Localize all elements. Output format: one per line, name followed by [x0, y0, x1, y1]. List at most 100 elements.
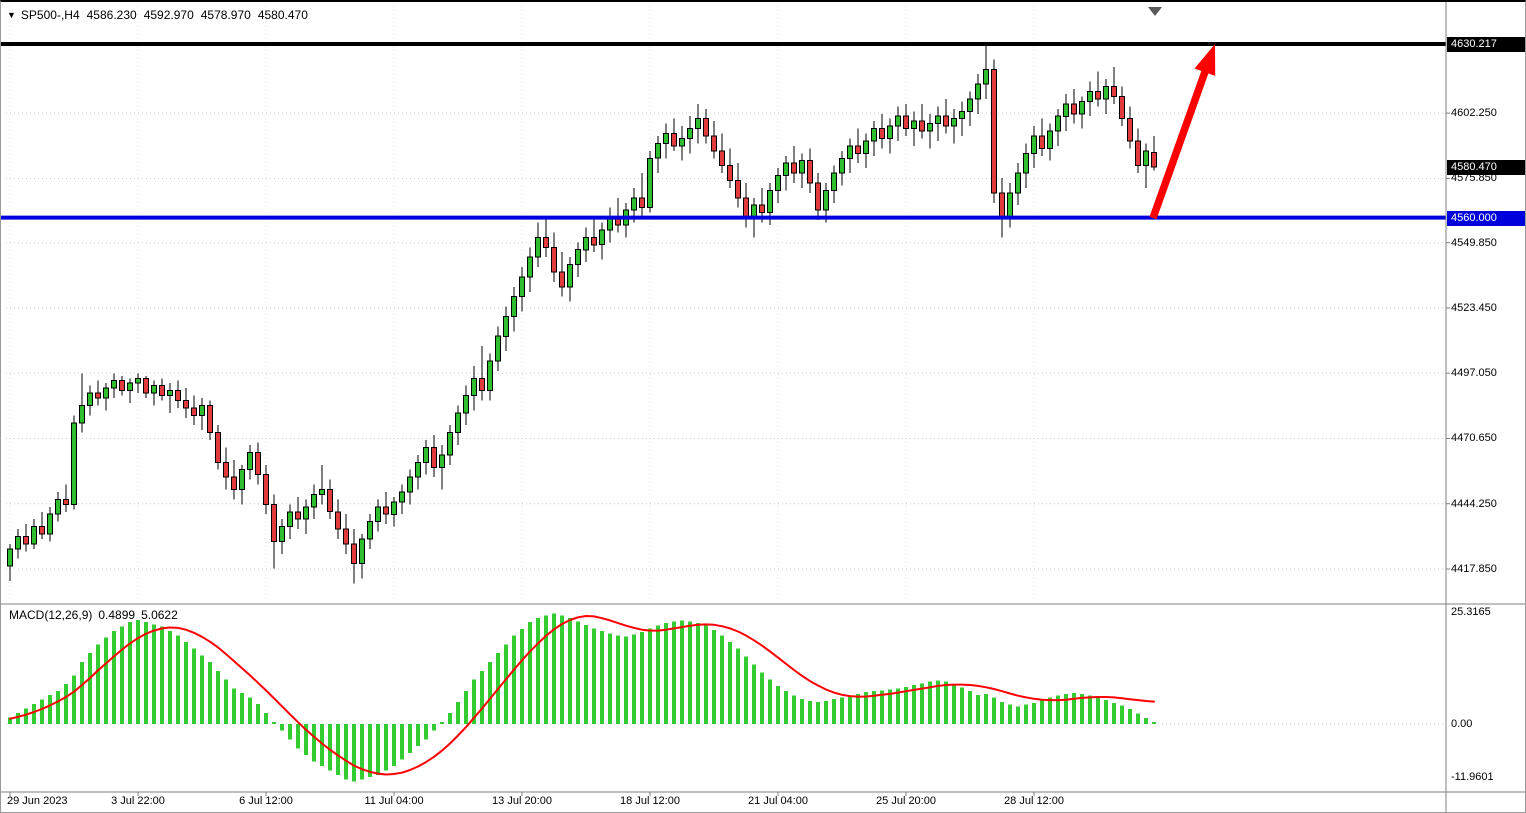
- time-axis-label: 6 Jul 12:00: [239, 795, 293, 807]
- bear-candle-body: [1095, 91, 1101, 100]
- macd-bar: [912, 685, 916, 724]
- bull-candle-body: [367, 521, 373, 540]
- bear-candle-body: [727, 165, 733, 181]
- bull-candle-body: [895, 115, 901, 127]
- bull-candle-body: [1015, 172, 1021, 194]
- macd-bar: [1040, 700, 1044, 724]
- bull-candle-body: [423, 447, 429, 463]
- macd-bar: [1056, 695, 1060, 724]
- macd-bar: [304, 724, 308, 755]
- macd-bar: [800, 699, 804, 724]
- bull-candle-body: [375, 506, 381, 523]
- collapse-arrow-icon[interactable]: ▼: [7, 10, 16, 20]
- macd-bar: [336, 724, 340, 775]
- macd-bar: [136, 620, 140, 724]
- macd-bar: [48, 695, 52, 724]
- macd-axis-label: 0.00: [1451, 718, 1473, 730]
- bull-candle-body: [31, 526, 37, 545]
- bear-candle-body: [383, 506, 389, 515]
- bull-candle-body: [655, 142, 661, 159]
- bull-candle-body: [511, 296, 517, 318]
- macd-bar: [448, 712, 452, 724]
- macd-bar: [592, 628, 596, 724]
- macd-bar: [368, 724, 372, 778]
- bear-candle-body: [551, 246, 557, 273]
- macd-bar: [584, 624, 588, 724]
- bull-candle-body: [679, 138, 685, 147]
- macd-bar: [192, 648, 196, 724]
- macd-bar: [976, 694, 980, 724]
- bear-candle-body: [879, 128, 885, 139]
- time-axis-label: 11 Jul 04:00: [364, 795, 424, 807]
- bull-candle-body: [839, 157, 845, 174]
- bull-candle-body: [983, 68, 989, 85]
- bear-candle-body: [815, 182, 821, 211]
- macd-signal-line: [9, 615, 1155, 776]
- macd-bar: [280, 724, 284, 731]
- macd-bar: [984, 693, 988, 724]
- bear-candle-body: [23, 536, 29, 545]
- macd-bar: [1104, 700, 1108, 724]
- bear-candle-body: [255, 451, 261, 476]
- macd-bar: [1080, 693, 1084, 724]
- symbol-timeframe-label: SP500-,H4: [20, 8, 80, 22]
- bear-candle-body: [63, 498, 69, 505]
- macd-bar: [224, 679, 228, 724]
- macd-bar: [16, 712, 20, 724]
- trend-arrow[interactable]: [1149, 44, 1216, 220]
- bear-candle-body: [735, 180, 741, 199]
- bull-candle-body: [935, 115, 941, 125]
- macd-bar: [8, 717, 12, 724]
- macd-bar: [760, 672, 764, 724]
- macd-bar: [880, 690, 884, 724]
- bear-candle-body: [271, 503, 277, 542]
- chart-shift-marker-icon[interactable]: [1148, 7, 1162, 16]
- macd-bar: [32, 704, 36, 724]
- bull-candle-body: [463, 395, 469, 414]
- bear-candle-body: [343, 528, 349, 545]
- bear-candle-body: [1071, 103, 1077, 115]
- bull-candle-body: [1047, 130, 1053, 149]
- macd-bar: [816, 701, 820, 724]
- bear-candle-body: [943, 115, 949, 127]
- macd-bar: [1144, 717, 1148, 724]
- macd-bar: [1136, 713, 1140, 724]
- macd-bar: [56, 690, 60, 724]
- macd-bar: [64, 684, 68, 724]
- bull-candle-body: [527, 256, 533, 278]
- bull-candle-body: [1063, 103, 1069, 117]
- macd-bar: [152, 624, 156, 724]
- price-tag-resistance-4630: 4630.217: [1447, 37, 1525, 52]
- macd-bar: [472, 679, 476, 724]
- bull-candle-body: [959, 110, 965, 120]
- bear-candle-body: [1151, 152, 1157, 168]
- macd-bar: [464, 690, 468, 724]
- bull-candle-body: [135, 377, 141, 384]
- bear-candle-body: [991, 68, 997, 194]
- price-axis-label: 4602.250: [1451, 107, 1497, 120]
- macd-bar: [704, 625, 708, 724]
- macd-bar: [648, 628, 652, 724]
- macd-bar: [512, 635, 516, 724]
- macd-bar: [920, 683, 924, 724]
- macd-bar: [936, 680, 940, 724]
- macd-bar: [688, 621, 692, 724]
- bear-candle-body: [1111, 86, 1117, 97]
- macd-bar: [24, 708, 28, 724]
- bear-candle-body: [295, 511, 301, 520]
- macd-bar: [376, 724, 380, 775]
- macd-bar: [392, 724, 396, 767]
- macd-bar: [424, 724, 428, 740]
- macd-bar: [888, 689, 892, 724]
- macd-bar: [696, 623, 700, 724]
- macd-bar: [792, 695, 796, 724]
- macd-bar: [120, 626, 124, 724]
- bull-candle-body: [319, 489, 325, 495]
- bull-candle-body: [799, 160, 805, 174]
- macd-bar: [992, 697, 996, 724]
- macd-bar: [960, 687, 964, 724]
- bull-candle-body: [631, 197, 637, 211]
